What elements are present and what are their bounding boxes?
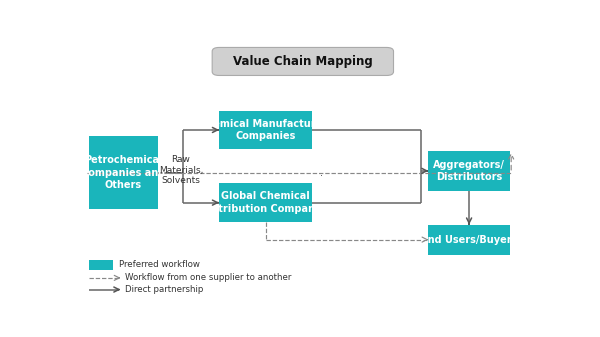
- Bar: [219, 183, 312, 222]
- Text: Workflow from one supplier to another: Workflow from one supplier to another: [125, 273, 291, 282]
- Bar: [428, 151, 510, 191]
- Text: Chemical Manufacturing
Companies: Chemical Manufacturing Companies: [199, 119, 333, 141]
- Text: Global Chemical
Distribution Companies: Global Chemical Distribution Companies: [201, 191, 331, 214]
- Text: End Users/Buyers: End Users/Buyers: [421, 235, 517, 245]
- Text: Raw
Materials,
Solvents: Raw Materials, Solvents: [159, 155, 203, 185]
- Text: Aggregators/
Distributors: Aggregators/ Distributors: [433, 160, 505, 182]
- Bar: [219, 111, 312, 149]
- FancyBboxPatch shape: [212, 48, 394, 75]
- Text: Petrochemical
Companies and
Others: Petrochemical Companies and Others: [81, 155, 166, 190]
- Bar: [89, 136, 158, 209]
- Bar: [89, 260, 113, 270]
- Bar: [428, 225, 510, 254]
- Text: Value Chain Mapping: Value Chain Mapping: [233, 55, 373, 68]
- Text: .: .: [320, 168, 323, 178]
- Text: Direct partnership: Direct partnership: [125, 285, 203, 294]
- Text: Preferred workflow: Preferred workflow: [119, 261, 200, 269]
